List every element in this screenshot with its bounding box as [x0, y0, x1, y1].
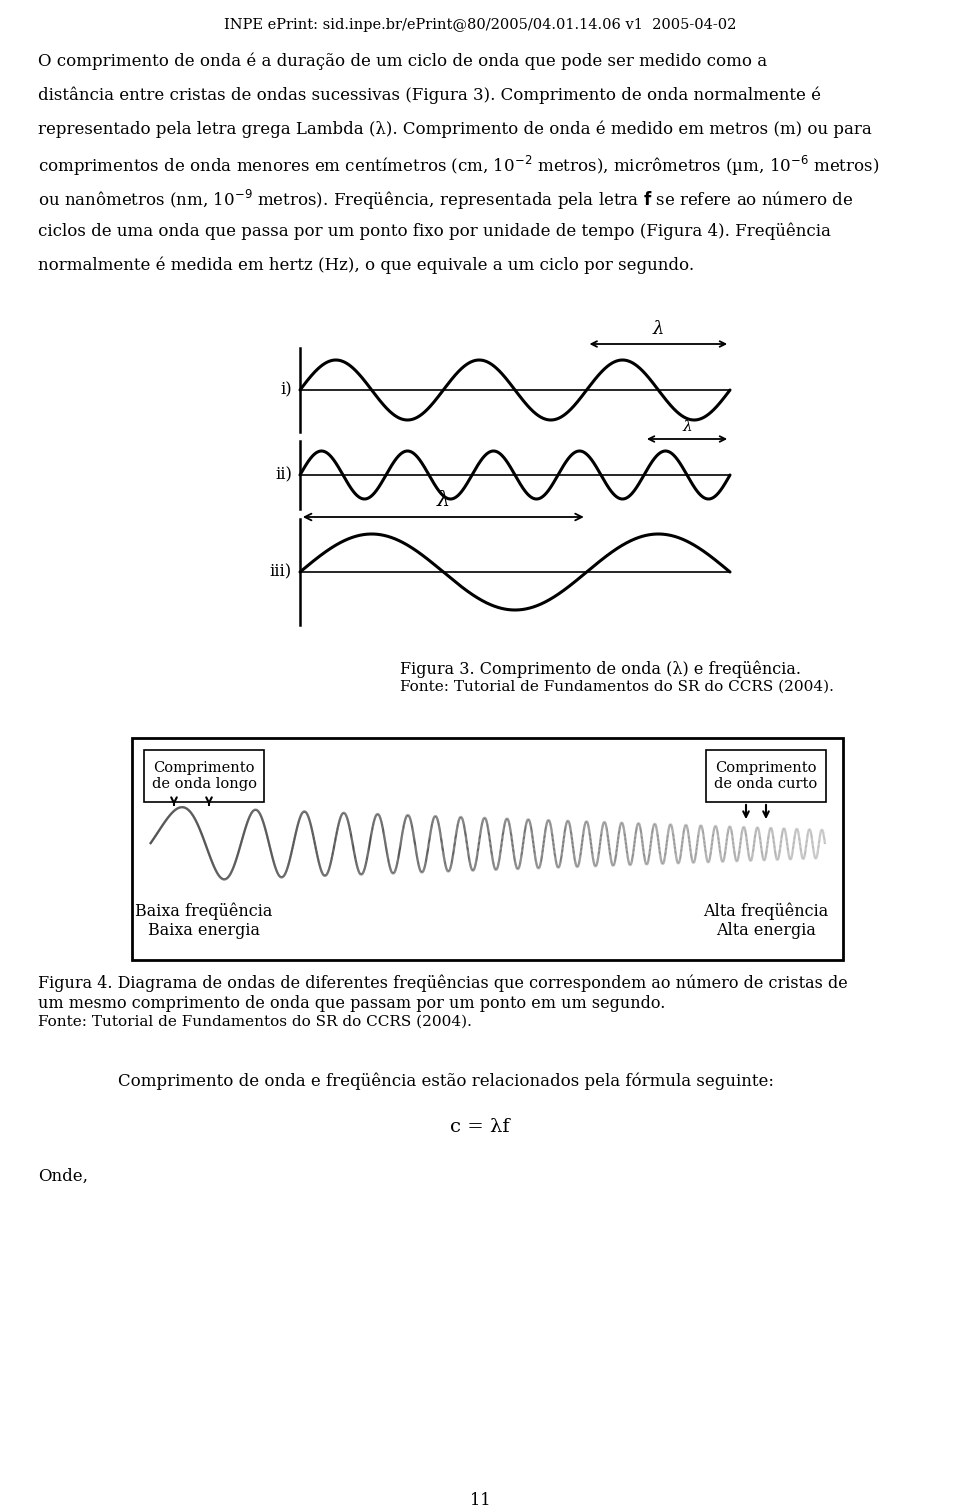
Text: ou nanômetros (nm, 10$^{-9}$ metros). Freqüência, representada pela letra $\math: ou nanômetros (nm, 10$^{-9}$ metros). Fr… [38, 187, 853, 212]
Text: 11: 11 [469, 1491, 491, 1509]
Text: Onde,: Onde, [38, 1168, 88, 1185]
Text: ii): ii) [275, 467, 292, 484]
Text: ciclos de uma onda que passa por um ponto fixo por unidade de tempo (Figura 4). : ciclos de uma onda que passa por um pont… [38, 222, 830, 240]
Text: Figura 3. Comprimento de onda (λ) e freqüência.: Figura 3. Comprimento de onda (λ) e freq… [400, 660, 801, 677]
Text: um mesmo comprimento de onda que passam por um ponto em um segundo.: um mesmo comprimento de onda que passam … [38, 996, 665, 1012]
Text: representado pela letra grega Lambda (λ). Comprimento de onda é medido em metros: representado pela letra grega Lambda (λ)… [38, 119, 872, 138]
Text: Baixa freqüência
Baixa energia: Baixa freqüência Baixa energia [135, 902, 273, 940]
Text: O comprimento de onda é a duração de um ciclo de onda que pode ser medido como a: O comprimento de onda é a duração de um … [38, 51, 767, 70]
Text: c = λf: c = λf [450, 1118, 510, 1136]
Text: i): i) [280, 381, 292, 399]
Text: Comprimento
de onda longo: Comprimento de onda longo [152, 762, 256, 792]
Text: λ: λ [683, 420, 692, 434]
Bar [132, 737, 843, 959]
Text: iii): iii) [270, 564, 292, 580]
Text: Fonte: Tutorial de Fundamentos do SR do CCRS (2004).: Fonte: Tutorial de Fundamentos do SR do … [400, 680, 834, 694]
Text: distância entre cristas de ondas sucessivas (Figura 3). Comprimento de onda norm: distância entre cristas de ondas sucessi… [38, 86, 821, 103]
Text: Figura 4. Diagrama de ondas de diferentes freqüências que correspondem ao número: Figura 4. Diagrama de ondas de diferente… [38, 975, 848, 993]
Text: Fonte: Tutorial de Fundamentos do SR do CCRS (2004).: Fonte: Tutorial de Fundamentos do SR do … [38, 1015, 472, 1029]
Text: Comprimento de onda e freqüência estão relacionados pela fórmula seguinte:: Comprimento de onda e freqüência estão r… [118, 1071, 774, 1089]
Bar [706, 749, 826, 802]
Text: λ: λ [437, 491, 450, 511]
Text: Comprimento
de onda curto: Comprimento de onda curto [714, 762, 818, 792]
Text: normalmente é medida em hertz (Hz), o que equivale a um ciclo por segundo.: normalmente é medida em hertz (Hz), o qu… [38, 255, 694, 273]
Text: INPE ePrint: sid.inpe.br/ePrint@80/2005/04.01.14.06 v1  2005-04-02: INPE ePrint: sid.inpe.br/ePrint@80/2005/… [224, 18, 736, 32]
Bar [144, 749, 264, 802]
Text: comprimentos de onda menores em centímetros (cm, 10$^{-2}$ metros), micrômetros : comprimentos de onda menores em centímet… [38, 154, 879, 178]
Text: λ: λ [653, 320, 664, 338]
Text: Alta freqüência
Alta energia: Alta freqüência Alta energia [704, 902, 828, 940]
